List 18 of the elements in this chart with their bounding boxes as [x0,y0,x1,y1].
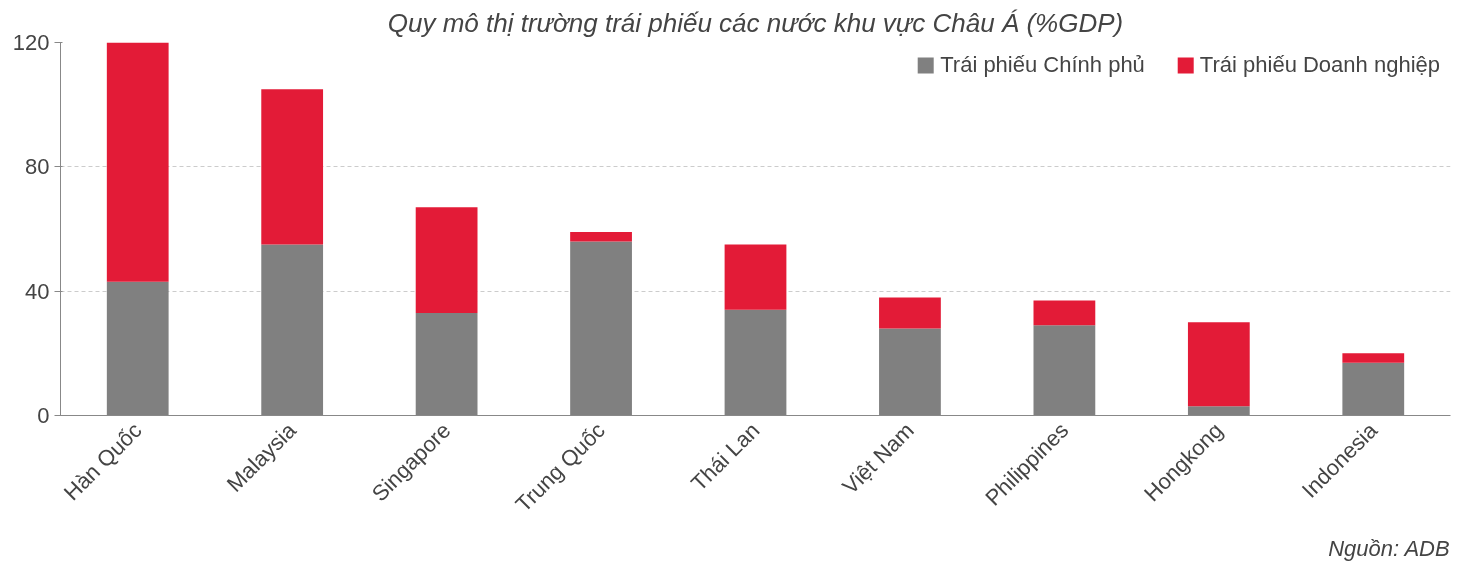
y-tick-label: 120 [12,30,50,55]
chart-title: Quy mô thị trường trái phiếu các nước khu vực Châu Á (%GDP) [387,7,1124,38]
y-tick-label: 40 [25,278,50,304]
bar [724,244,787,310]
y-tick-label: 0 [37,403,50,428]
bar [1342,353,1405,363]
bar [570,232,632,242]
bar [1033,300,1096,326]
bar [106,42,169,282]
bar [261,89,324,245]
text: Nguồn: ADB [1328,535,1450,561]
bar [1187,322,1250,407]
x-tick-label: Thái Lan [686,417,765,496]
bar [415,207,478,313]
legend-label: Trái phiếu Chính phủ [940,52,1145,78]
legend-label: Trái phiếu Doanh nghiệp [1199,52,1440,78]
bar [879,297,941,329]
y-tick-label: 80 [25,154,50,180]
